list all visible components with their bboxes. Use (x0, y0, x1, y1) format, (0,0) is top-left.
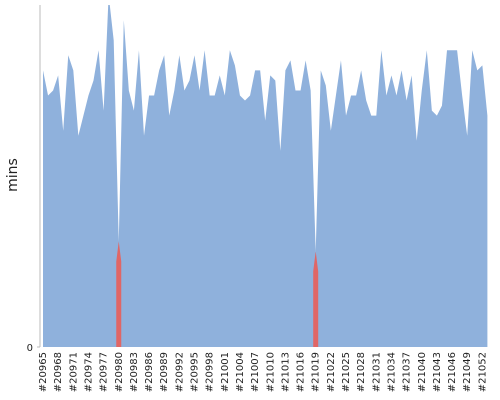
x-tick-label: #21046 (447, 352, 458, 392)
x-tick-label: #21031 (371, 352, 382, 392)
x-tick-label: #21043 (432, 352, 443, 392)
x-tick-label: #21049 (462, 352, 473, 392)
x-tick-label: #20977 (99, 352, 110, 392)
x-tick-label: #21010 (265, 352, 276, 392)
x-tick-label: #20968 (53, 352, 64, 392)
x-tick-label: #21004 (235, 352, 246, 392)
x-tick-label: #20971 (68, 352, 79, 392)
x-tick-label: #20974 (83, 352, 94, 392)
area (43, 5, 488, 347)
x-tick-label: #20998 (205, 352, 216, 392)
x-tick-label: #20989 (159, 352, 170, 392)
plot-area (43, 5, 488, 347)
failed-build (313, 251, 319, 347)
x-tick-label: #20995 (190, 352, 201, 392)
y-axis-label: mins (5, 158, 21, 192)
x-tick-label: #21019 (311, 352, 322, 392)
x-tick-label: #21016 (296, 352, 307, 392)
x-tick-label: #21013 (280, 352, 291, 392)
x-tick-label: #20986 (144, 352, 155, 392)
x-tick-label: #21022 (326, 352, 337, 392)
x-tick-label: #21028 (356, 352, 367, 392)
x-tick-label: #20965 (38, 352, 49, 392)
y-tick-label: 0 (27, 343, 33, 354)
x-tick-label: #21025 (341, 352, 352, 392)
x-tick-label: #21007 (250, 352, 261, 392)
failed-build (116, 241, 122, 347)
x-tick-label: #20992 (174, 352, 185, 392)
x-tick-label: #20983 (129, 352, 140, 392)
x-tick-label: #21052 (477, 352, 488, 392)
x-tick-label: #21034 (386, 352, 397, 392)
x-tick-label: #20980 (114, 352, 125, 392)
x-tick-label: #21001 (220, 352, 231, 392)
x-tick-label: #21040 (417, 352, 428, 392)
x-tick-label: #21037 (402, 352, 413, 392)
